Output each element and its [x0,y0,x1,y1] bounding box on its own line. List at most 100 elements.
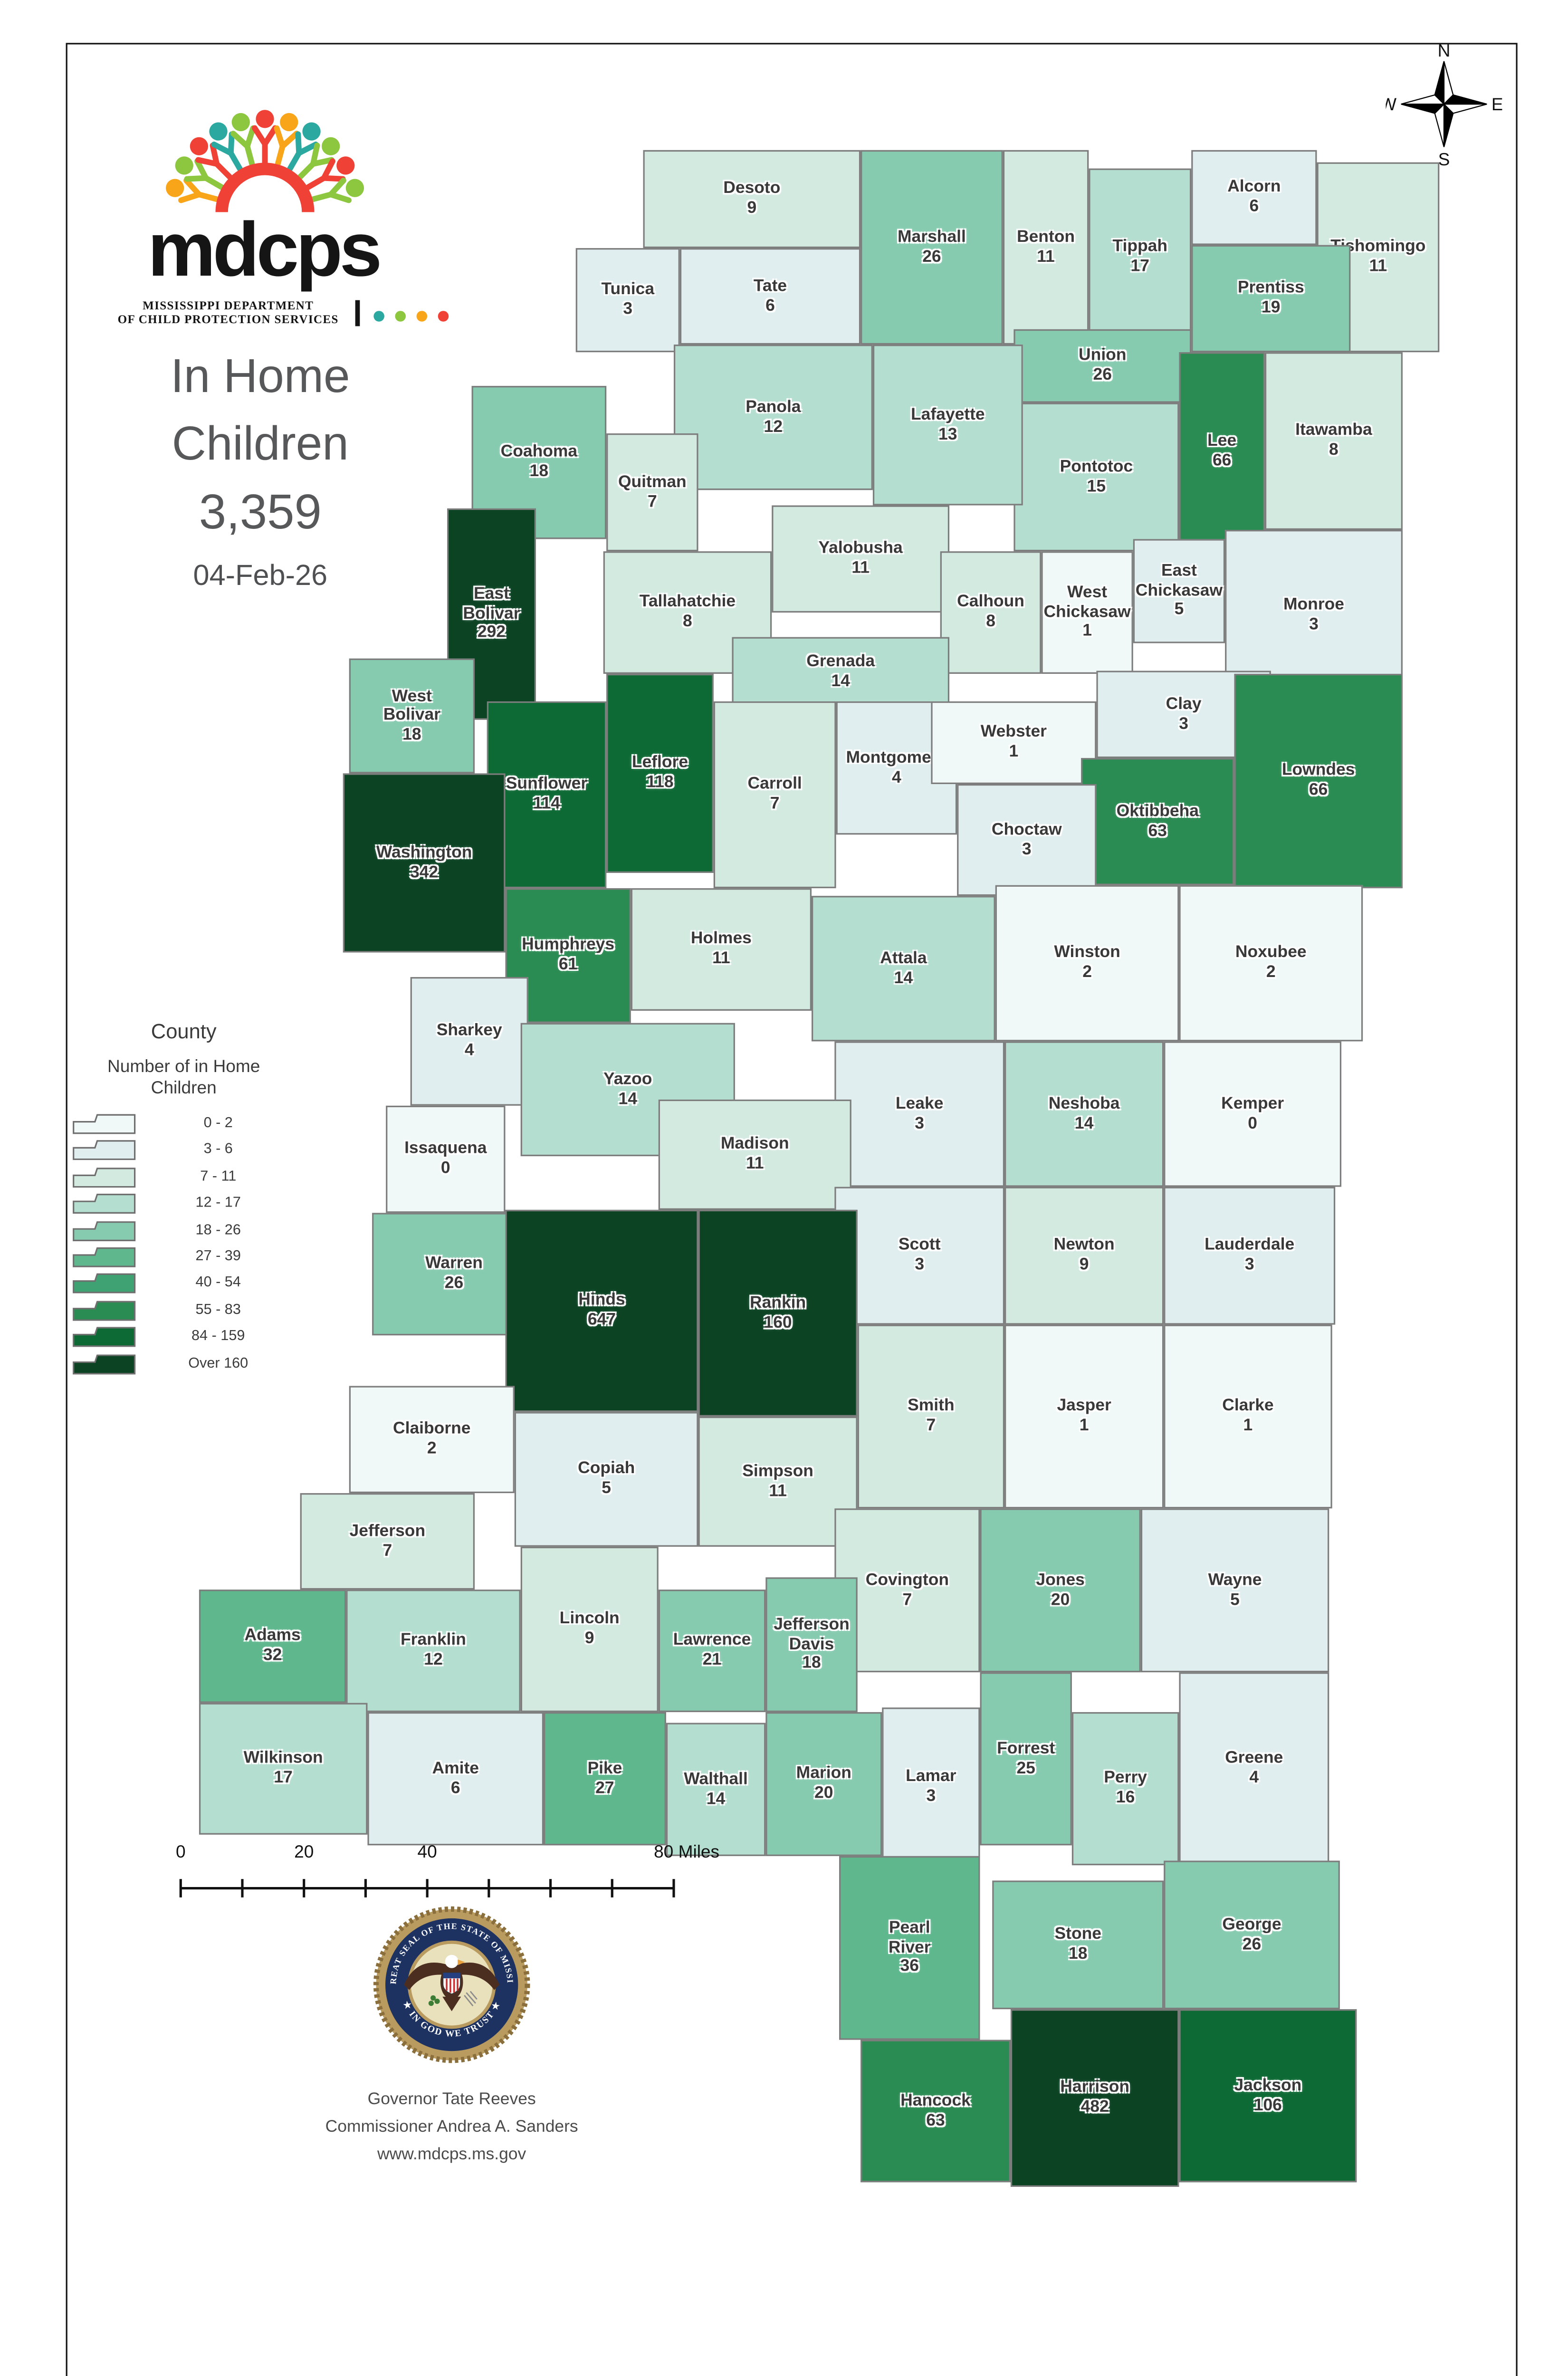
logo-sunburst-icon [166,110,364,212]
logo-caption: MISSISSIPPI DEPARTMENT OF CHILD PROTECTI… [107,299,349,327]
county-region: Clarke 1 [1164,1324,1332,1509]
logo-dot-green [395,311,406,322]
county-label: Grenada 14 [806,653,875,691]
county-region: Lauderdale 3 [1164,1187,1336,1325]
compass-e-label: E [1492,94,1502,114]
county-label: Itawamba 8 [1295,422,1372,460]
seal-eagle-icon [404,1954,500,2012]
legend-item: 84 - 159 [69,1325,298,1351]
county-label: Prentiss 19 [1237,279,1304,317]
county-label: Attala 14 [880,949,927,987]
county-label: Adams 32 [244,1627,301,1665]
legend-swatch [73,1327,136,1347]
compass-rose-icon: N S W E [1386,40,1502,168]
county-label: Marion 20 [796,1764,851,1803]
county-label: Montgomery 4 [846,748,947,786]
county-label: Claiborne 2 [393,1420,471,1458]
legend-swatch [73,1194,136,1214]
county-region: Leflore 118 [606,673,714,873]
county-label: Lawrence 21 [673,1631,751,1669]
county-region: Harrison 482 [1010,2009,1179,2187]
county-region: Simpson 11 [698,1416,858,1547]
legend-item: 55 - 83 [69,1298,298,1325]
county-label: Jackson 106 [1234,2076,1302,2114]
page-title-line2: Children [172,416,349,470]
county-region: Wilkinson 17 [199,1703,368,1835]
legend-item: 40 - 54 [69,1272,298,1298]
poster-border-frame [66,43,1518,2376]
county-label: Lowndes 66 [1281,761,1355,800]
county-label: Desoto 9 [723,180,781,218]
date-label: 04-Feb-26 [193,560,328,593]
scalebar: 0 20 40 80 Miles [176,1844,824,1908]
legend-item: Over 160 [69,1351,298,1378]
county-region: Marshall 26 [860,150,1003,345]
county-label: Holmes 11 [690,930,752,968]
county-region: Wayne 5 [1140,1508,1329,1673]
county-region: Claiborne 2 [349,1386,515,1494]
county-region: George 26 [1164,1860,1340,2010]
scalebar-label: 80 Miles [654,1844,720,1862]
county-region: Hancock 63 [860,2040,1011,2183]
county-region: Lowndes 66 [1234,673,1403,889]
logo-arc [215,163,315,212]
county-label: Noxubee 2 [1235,944,1307,982]
county-label: Leake 3 [895,1094,944,1133]
county-label: Harrison 482 [1060,2079,1130,2117]
county-region: West Bolivar 18 [349,658,475,774]
legend-swatch [73,1353,136,1374]
county-region: Desoto 9 [643,150,861,249]
county-label: Sharkey 4 [436,1022,502,1060]
county-region: Coahoma 18 [471,386,607,539]
county-label: Calhoun 8 [957,593,1024,631]
county-region: Tippah 17 [1089,168,1192,345]
county-region: Stone 18 [992,1880,1164,2010]
logo-dot-teal [373,311,384,322]
county-label: Issaquena 0 [404,1140,487,1178]
county-region: Jackson 106 [1179,2009,1357,2183]
compass-s-label: S [1438,149,1450,168]
county-region: Jones 20 [980,1508,1141,1673]
county-label: Tate 6 [753,277,787,315]
county-region: Franklin 12 [346,1590,521,1712]
county-label: Lincoln 9 [559,1610,620,1648]
county-label: Simpson 11 [742,1462,813,1500]
county-label: Covington 7 [865,1571,949,1609]
legend-items: 0 - 2 3 - 6 7 - 11 12 - 17 18 - 26 27 - … [69,1112,298,1378]
legend-item: 12 - 17 [69,1192,298,1218]
legend-swatch [73,1220,136,1241]
county-region: Itawamba 8 [1264,352,1403,530]
county-region: East Chickasaw 5 [1133,539,1225,643]
county-label: Jones 20 [1036,1571,1085,1609]
legend-swatch [73,1114,136,1134]
county-region: Grenada 14 [732,637,950,708]
legend-range-label: 0 - 2 [203,1115,233,1132]
county-region: West Chickasaw 1 [1041,551,1133,674]
county-label: Lee 66 [1207,432,1237,470]
legend-swatch [73,1247,136,1267]
county-label: Stone 18 [1054,1926,1101,1964]
county-region: Prentiss 19 [1191,245,1351,353]
state-seal: THE GREAT SEAL OF THE STATE OF MISSISSIP… [372,1905,530,2063]
county-label: Carroll 7 [747,775,802,814]
county-label: Winston 2 [1054,944,1120,982]
legend-title: County [151,1020,217,1043]
county-region: Walthall 14 [666,1723,766,1856]
county-label: Tunica 3 [601,281,655,319]
legend-range-label: 27 - 39 [195,1248,241,1265]
county-region: Neshoba 14 [1004,1041,1164,1187]
county-label: Wilkinson 17 [243,1749,323,1787]
county-label: East Bolivar 292 [463,585,520,642]
county-region: Issaquena 0 [386,1105,506,1213]
compass-n-label: N [1438,40,1451,60]
footer-website: www.mdcps.ms.gov [377,2145,526,2164]
county-region: Attala 14 [812,896,995,1042]
county-region: Lafayette 13 [872,345,1023,506]
county-label: Amite 6 [432,1759,479,1797]
county-region: Yalobusha 11 [772,505,950,613]
county-region: Newton 9 [1004,1187,1164,1325]
county-region: Kemper 0 [1164,1041,1342,1187]
legend-swatch [73,1167,136,1188]
county-label: Coahoma 18 [500,443,578,481]
county-label: Leflore 118 [631,754,688,792]
